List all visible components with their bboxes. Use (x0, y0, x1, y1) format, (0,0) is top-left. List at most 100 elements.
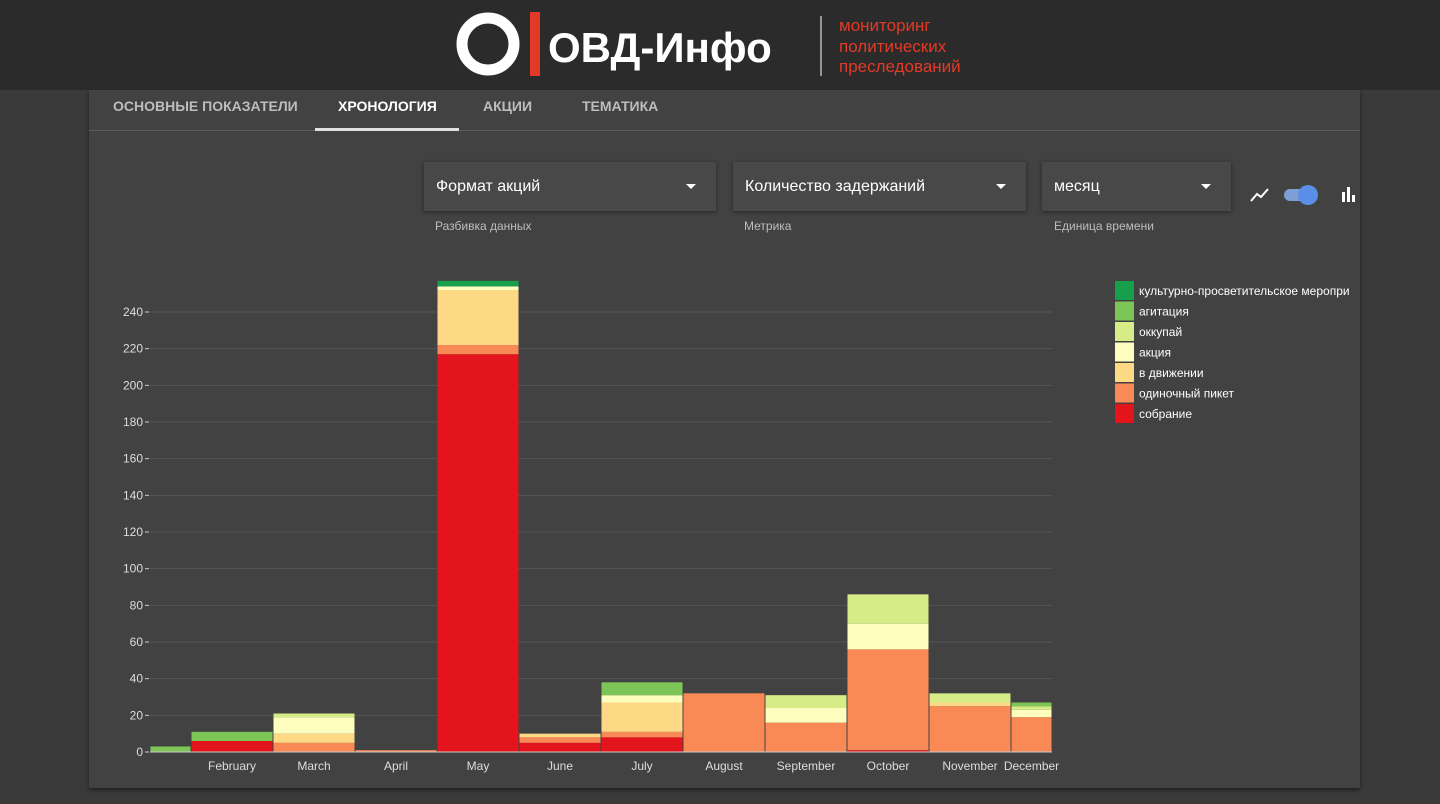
bar-segment (765, 695, 847, 708)
tagline: политических (839, 37, 947, 56)
x-tick-label: April (384, 759, 408, 773)
bar-segment (519, 737, 601, 743)
x-tick-label: August (705, 759, 743, 773)
bar-segment (683, 693, 765, 752)
legend-label: агитация (1139, 305, 1189, 319)
toggle-thumb (1298, 185, 1318, 205)
y-tick-label: 120 (123, 525, 143, 539)
y-tick-label: 100 (123, 562, 143, 576)
caption: Разбивка данных (435, 219, 532, 233)
y-tick-label: 0 (136, 745, 143, 759)
caption: Метрика (744, 219, 792, 233)
dropdown[interactable]: Количество задержаний (733, 162, 1026, 211)
tab[interactable]: АКЦИИ (483, 98, 533, 114)
panel: ОСНОВНЫЕ ПОКАЗАТЕЛИ ХРОНОЛОГИЯ АКЦИИ ТЕМ… (89, 90, 1360, 788)
bar-segment (437, 345, 519, 355)
tab[interactable]: ХРОНОЛОГИЯ (338, 98, 437, 114)
bar-segment (273, 742, 355, 752)
dropdown-value: Формат акций (436, 178, 541, 195)
tagline: преследований (839, 57, 961, 76)
bar-segment (273, 713, 355, 718)
tab[interactable]: ТЕМАТИКА (582, 98, 659, 114)
bar-segment (765, 722, 847, 752)
line-icon (1250, 188, 1269, 202)
y-tick-label: 220 (123, 342, 143, 356)
x-tick-label: July (631, 759, 652, 773)
bar-segment (601, 702, 683, 732)
bar-segment (847, 594, 929, 624)
view-toggle[interactable] (1247, 182, 1360, 208)
tagline: мониторинг (839, 16, 931, 35)
bar-segment (437, 290, 519, 345)
bar-segment (601, 695, 683, 703)
tab-indicator (315, 128, 459, 131)
bar-segment (519, 742, 601, 752)
legend-swatch (1115, 363, 1134, 382)
x-tick-label: October (867, 759, 910, 773)
dropdown[interactable]: Формат акций (424, 162, 716, 211)
legend-swatch (1115, 342, 1134, 362)
bar-segment (765, 708, 847, 723)
tab[interactable]: ОСНОВНЫЕ ПОКАЗАТЕЛИ (113, 98, 298, 114)
dropdown-value: месяц (1054, 178, 1100, 195)
legend-label: собрание (1139, 407, 1192, 421)
x-tick-label: December (1004, 759, 1059, 773)
legend-label: одиночный пикет (1139, 387, 1235, 401)
legend-label: культурно-просветительское меропри (1139, 284, 1350, 298)
legend-swatch (1115, 322, 1134, 341)
bar-segment (1011, 706, 1052, 710)
bar-icon (1347, 187, 1350, 202)
x-tick-label: March (297, 759, 330, 773)
bar-segment (847, 649, 929, 751)
bar-icon (1352, 195, 1355, 202)
bar-segment (191, 741, 273, 752)
x-tick-label: February (208, 759, 256, 773)
y-tick-label: 200 (123, 378, 143, 392)
bar-segment (1011, 702, 1052, 707)
dropdown[interactable]: месяц (1042, 162, 1231, 211)
legend-swatch (1115, 404, 1134, 423)
tab-divider (89, 130, 1360, 131)
bar-segment (273, 733, 355, 743)
bar-segment (601, 737, 683, 752)
header: ОВД-Инфо мониторинг политических преслед… (0, 0, 1440, 90)
legend-swatch (1115, 301, 1134, 321)
bar-segment (437, 280, 519, 287)
bar-segment (519, 733, 601, 738)
logo-text: ОВД-Инфо (548, 24, 772, 71)
logo-bar (530, 12, 540, 76)
bar-segment (601, 731, 683, 738)
legend-label: акция (1139, 346, 1171, 360)
bar-segment (847, 750, 929, 752)
dropdown-value: Количество задержаний (745, 178, 926, 195)
bar-segment (929, 706, 1011, 752)
logo: ОВД-Инфо мониторинг политических преслед… (456, 12, 961, 76)
x-tick-label: September (777, 759, 836, 773)
logo-ring (456, 12, 520, 76)
bar-segment (355, 750, 437, 752)
bar-segment (929, 693, 1011, 703)
bar-segment (273, 717, 355, 734)
legend-swatch (1115, 383, 1134, 403)
x-tick-label: June (547, 759, 573, 773)
bar-segment (847, 623, 929, 650)
legend-label: в движении (1139, 366, 1204, 380)
x-tick-label: May (467, 759, 490, 773)
bar-segment (601, 682, 683, 696)
bar-segment (1011, 717, 1052, 752)
bar-icon (1342, 192, 1345, 202)
x-tick-label: November (942, 759, 997, 773)
y-tick-label: 60 (130, 635, 144, 649)
bar-segment (150, 746, 191, 752)
y-tick-label: 140 (123, 488, 143, 502)
caption: Единица времени (1054, 219, 1154, 233)
y-tick-label: 180 (123, 415, 143, 429)
bar-segment (929, 702, 1011, 707)
bar-segment (437, 354, 519, 752)
bar-segment (1011, 709, 1052, 718)
y-tick-label: 240 (123, 305, 143, 319)
bar-segment (437, 286, 519, 290)
bar-segment (191, 731, 273, 741)
